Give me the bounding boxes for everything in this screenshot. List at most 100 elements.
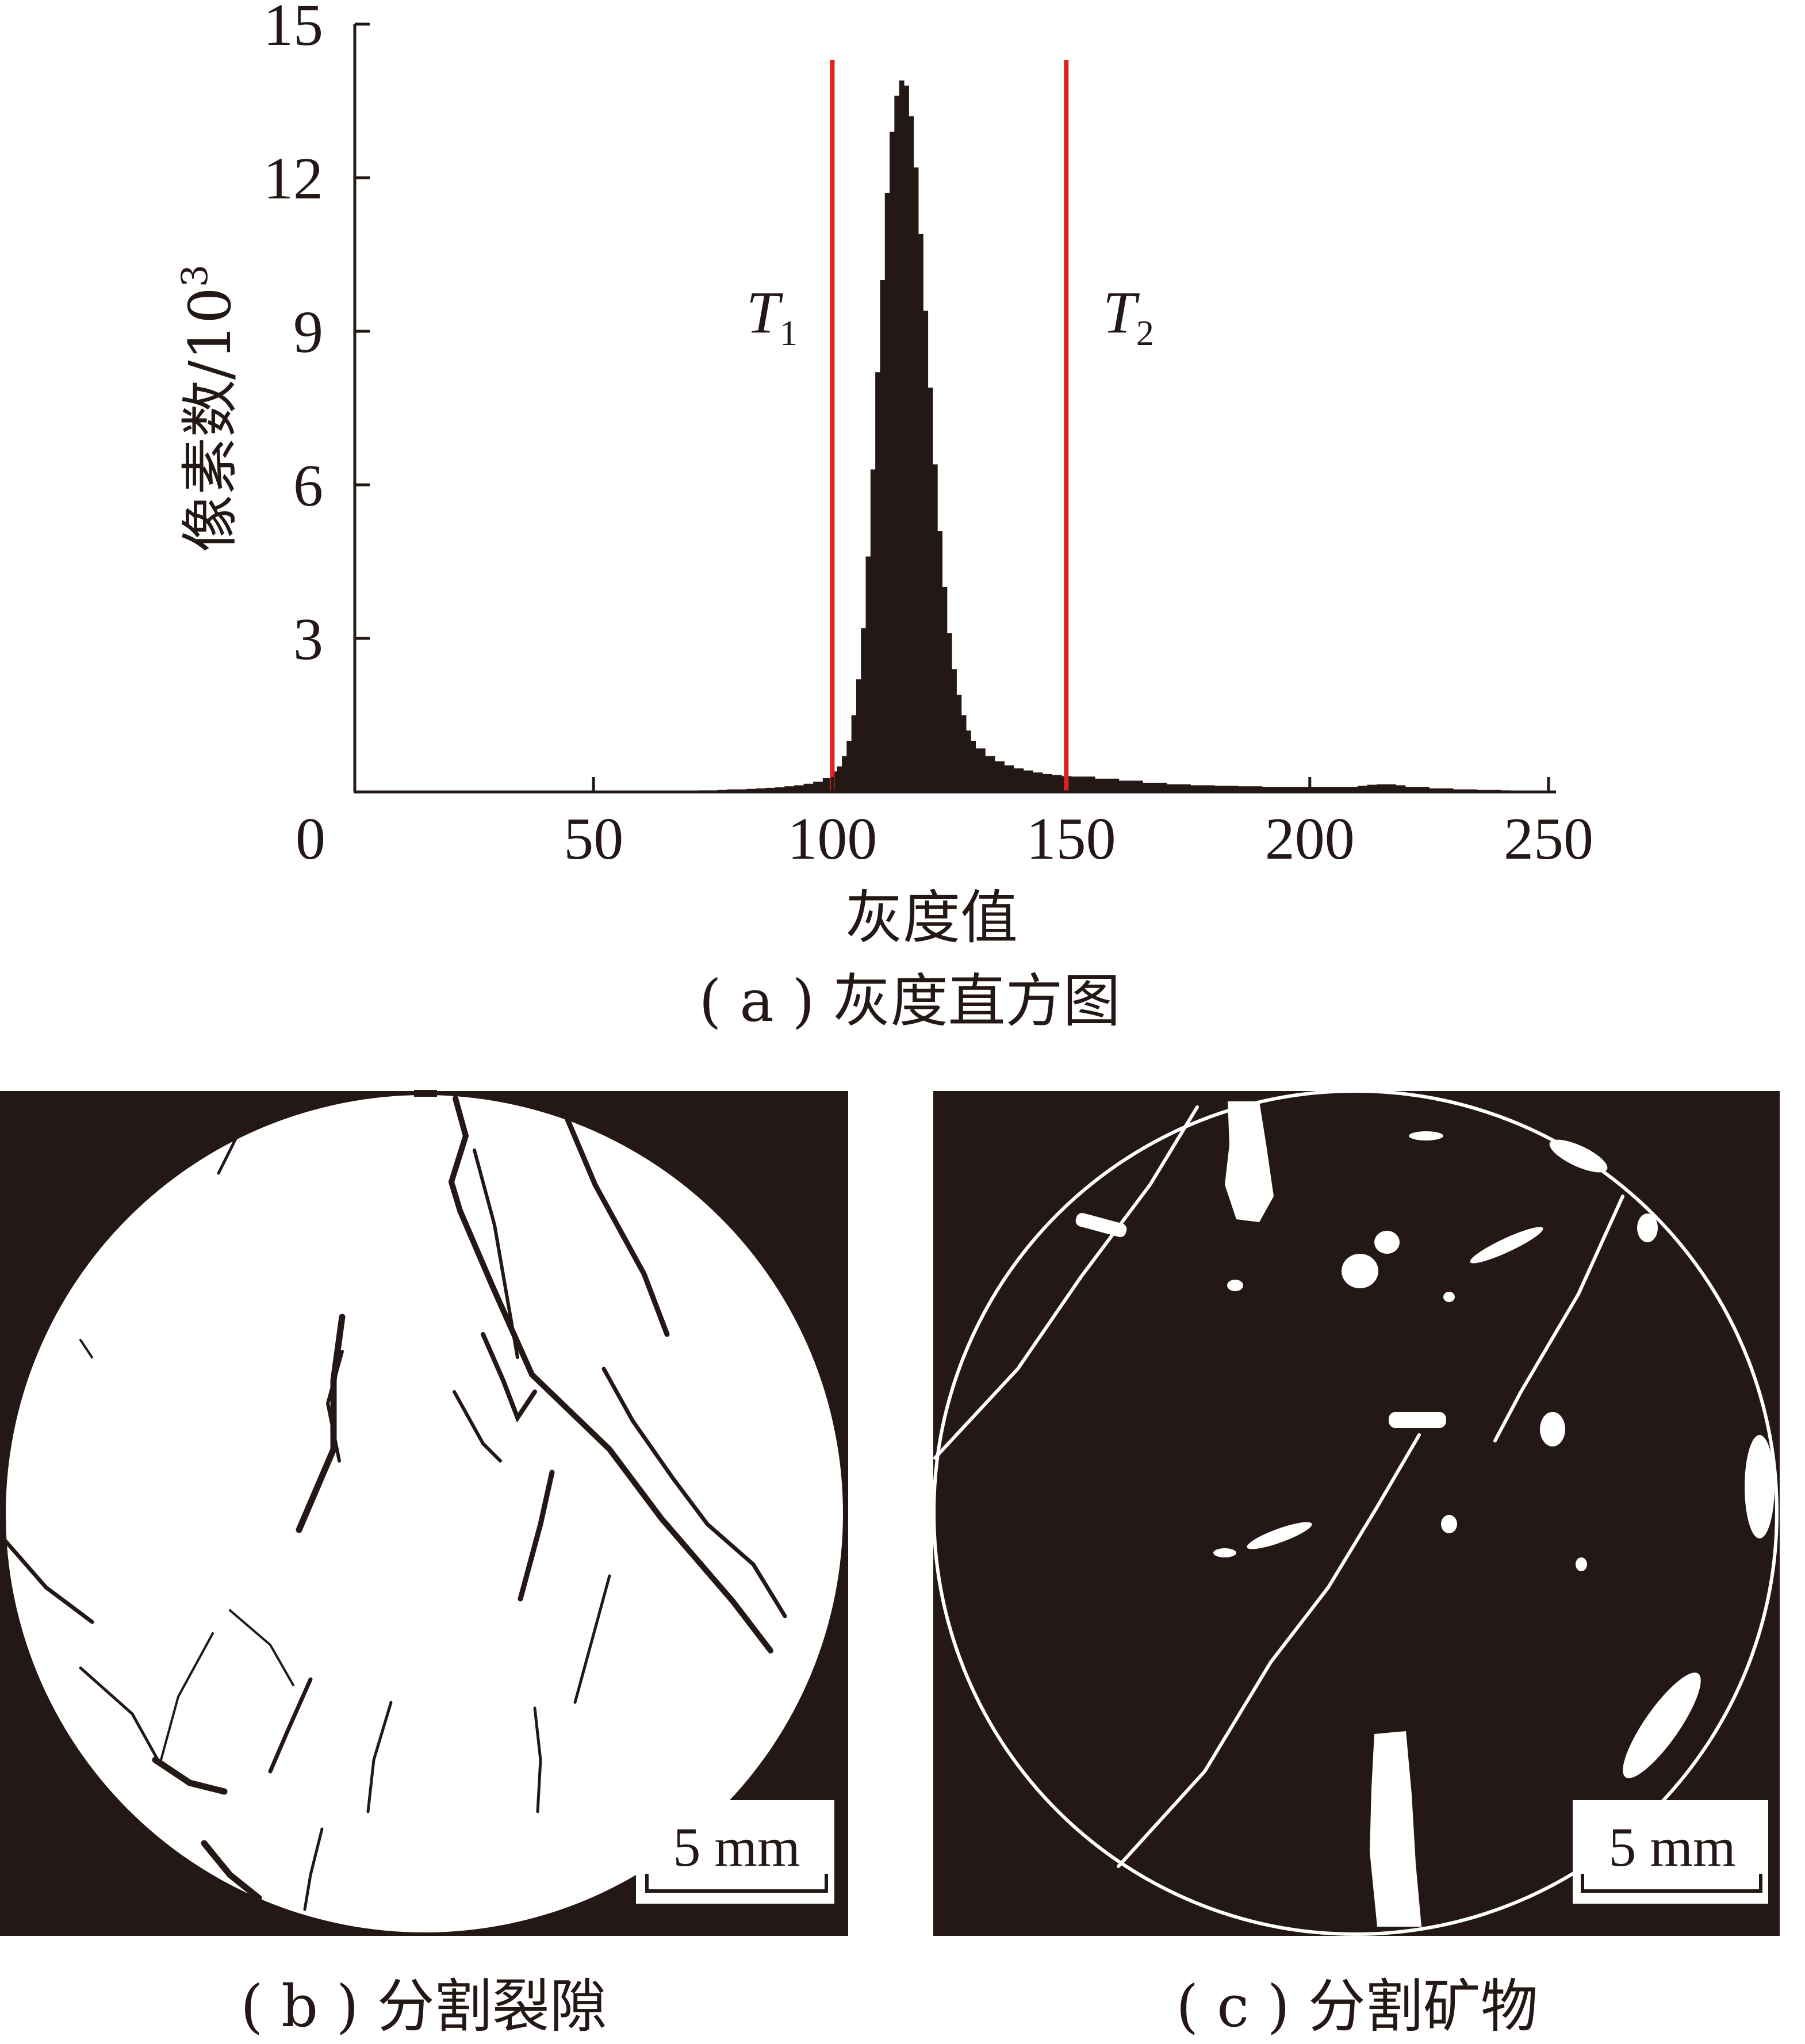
histogram-bar	[1095, 778, 1120, 792]
mineral-grains	[1075, 1101, 1775, 1927]
histogram-bar	[1333, 787, 1358, 792]
panel-c-minerals: 5 mm ( c ) 分割矿物	[932, 1089, 1780, 2040]
fracture-lines	[933, 1105, 1624, 1868]
histogram-bar	[803, 783, 814, 792]
t1-subscript: 1	[780, 314, 798, 353]
histogram-bar	[1238, 786, 1263, 792]
histogram-bar	[1004, 765, 1014, 792]
panel-c-scalebar-label: 5 mm	[1608, 1816, 1735, 1878]
threshold-label-t2: T2	[1103, 280, 1154, 353]
histogram-bar	[923, 311, 929, 792]
t2-letter: T	[1103, 280, 1140, 346]
histogram-bar	[952, 669, 957, 792]
histogram-bar	[784, 786, 795, 792]
x-tick-label: 200	[1265, 806, 1355, 872]
histogram-bar	[865, 556, 871, 792]
histogram-bar	[1262, 787, 1286, 792]
caption-a: ( a ) 灰度直方图	[699, 967, 1120, 1035]
histogram-bar	[909, 116, 914, 793]
panel-b-scalebar-label: 5 mm	[673, 1816, 800, 1878]
panel-b-scalebar	[645, 1874, 828, 1893]
y-tick-label: 12	[263, 146, 323, 212]
histogram-bar	[1052, 775, 1062, 792]
histogram-bar	[961, 715, 967, 792]
histogram-bar	[890, 131, 895, 792]
threshold-label-t1: T1	[746, 280, 798, 353]
histogram-bar	[842, 756, 847, 792]
histogram-bar	[861, 628, 867, 792]
histogram-bar	[1143, 782, 1167, 792]
histogram-bar	[1429, 788, 1454, 792]
histogram-bar	[894, 95, 900, 793]
x-ticks: 0 50 100 150 200 250	[296, 777, 1593, 872]
histogram-bar	[918, 234, 923, 792]
y-tick-label: 15	[263, 0, 323, 58]
histogram-bar	[765, 787, 776, 792]
histogram-bar	[875, 372, 881, 792]
x-tick-label: 250	[1504, 806, 1593, 872]
histogram-bar	[794, 785, 804, 792]
histogram-bar	[756, 788, 766, 792]
histogram-bar	[975, 748, 986, 792]
y-tick-label: 3	[293, 606, 323, 672]
histogram-bar	[832, 771, 838, 792]
t2-subscript: 2	[1136, 314, 1154, 353]
histogram-bar	[1013, 768, 1024, 792]
t1-letter: T	[746, 280, 783, 346]
histogram-bars	[689, 80, 1511, 793]
threshold-lines	[830, 60, 1069, 792]
crack-lines	[3, 1096, 787, 1911]
histogram-bar	[1166, 784, 1191, 792]
x-tick-label: 0	[296, 806, 325, 872]
histogram-bar	[985, 756, 995, 792]
y-tick-label: 9	[293, 299, 323, 365]
histogram-bar	[994, 761, 1005, 792]
y-axis-title-exponent: 3	[174, 265, 216, 287]
histogram-bar	[884, 193, 890, 793]
caption-c: ( c ) 分割矿物	[1176, 1973, 1538, 2040]
histogram-bar	[870, 469, 876, 792]
histogram-bar	[899, 80, 905, 792]
histogram-bar	[971, 741, 976, 792]
panel-b-disc	[6, 1095, 843, 1932]
panel-c-outline	[932, 1089, 1779, 1936]
histogram-bar	[837, 766, 842, 792]
panel-c-scalebar-box	[1573, 1800, 1768, 1904]
histogram-bar	[1405, 787, 1430, 792]
histogram-bar	[1042, 774, 1052, 792]
histogram-bar	[1033, 772, 1043, 792]
panel-c-scalebar	[1581, 1874, 1762, 1893]
histogram-bar	[1214, 786, 1239, 792]
histogram-bar	[813, 782, 823, 792]
x-tick-label: 150	[1026, 806, 1116, 872]
histogram-bar	[1386, 784, 1396, 792]
histogram-bar	[851, 715, 857, 792]
panel-b-cracks: 5 mm ( b ) 分割裂隙	[0, 1090, 848, 2040]
x-tick-label: 100	[787, 806, 877, 872]
y-axis-title-text: 像素数/10	[177, 287, 244, 552]
histogram-bar	[880, 280, 886, 792]
histogram-bar	[1357, 786, 1368, 792]
caption-b: ( b ) 分割裂隙	[240, 1973, 607, 2040]
histogram-bar	[937, 531, 942, 792]
x-tick-label: 50	[564, 806, 623, 872]
histogram-bar	[1377, 784, 1387, 792]
histogram-bar	[746, 788, 757, 792]
y-ticks: 3 6 9 12 15	[263, 0, 370, 672]
panel-b-notch	[414, 1090, 437, 1097]
x-axis-title: 灰度值	[845, 884, 1018, 951]
histogram-bar	[1286, 787, 1310, 792]
histogram-bar	[928, 387, 933, 792]
histogram-bar	[946, 633, 952, 792]
histogram-bar	[1071, 776, 1095, 792]
histogram-bar	[1118, 780, 1143, 792]
histogram-bar	[1367, 784, 1377, 792]
panel-b-scalebar-box	[636, 1800, 834, 1904]
histogram-bar	[956, 694, 962, 792]
histogram-bar	[942, 587, 948, 792]
histogram-bar	[903, 85, 909, 792]
histogram-bar	[856, 679, 861, 792]
y-axis-title: 像素数/103	[174, 265, 244, 552]
